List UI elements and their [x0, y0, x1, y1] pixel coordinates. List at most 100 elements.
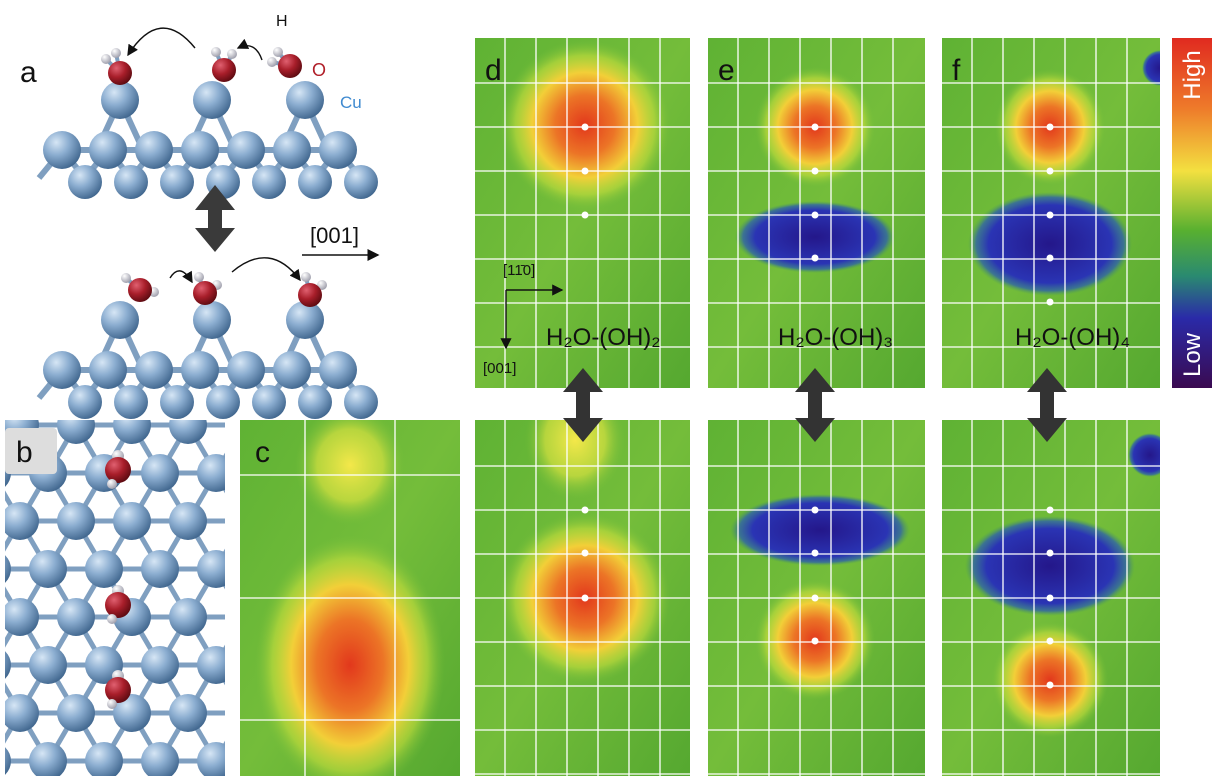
label-box	[5, 428, 57, 474]
formula: H₂O-(OH)₄	[1015, 324, 1130, 351]
atom	[108, 61, 132, 85]
heatmap	[240, 420, 460, 776]
atom	[105, 457, 131, 483]
intensity-blob	[1142, 50, 1160, 86]
heatmap	[475, 420, 690, 776]
atom	[113, 502, 151, 540]
formula: H₂O-(OH)₂	[546, 324, 661, 351]
atom	[141, 454, 179, 492]
atom-label: O	[312, 60, 326, 80]
swap-arrow	[195, 185, 235, 252]
atom	[197, 646, 225, 684]
atom	[105, 592, 131, 618]
atom	[160, 385, 194, 419]
site-dot	[811, 594, 819, 602]
atom	[29, 646, 67, 684]
atom	[319, 351, 357, 389]
lattice-clip	[5, 420, 225, 776]
panel-label: c	[255, 436, 270, 469]
atom	[344, 385, 378, 419]
site-dot	[581, 549, 589, 557]
atom	[5, 747, 11, 775]
atom	[169, 502, 207, 540]
atom	[273, 351, 311, 389]
site-dot	[1046, 681, 1054, 689]
atom	[89, 131, 127, 169]
atom	[68, 385, 102, 419]
atom	[193, 81, 231, 119]
atom	[5, 502, 39, 540]
site-dot	[811, 211, 819, 219]
atom	[227, 351, 265, 389]
atom	[5, 598, 39, 636]
atom	[193, 281, 217, 305]
atom	[206, 385, 240, 419]
swap-arrow	[563, 368, 603, 442]
site-dot	[811, 549, 819, 557]
colorbar-low: Low	[1179, 332, 1206, 377]
panel-label: a	[20, 56, 37, 89]
atom	[278, 54, 302, 78]
atom	[273, 131, 311, 169]
slab	[36, 272, 378, 419]
atom	[111, 48, 121, 58]
atom	[5, 555, 11, 583]
site-dot	[581, 594, 589, 602]
atom-label: H	[276, 13, 288, 30]
drawing: b d e f c H₂O-(OH)₂ H₂O-(OH)₃ H₂O-(OH)₄	[5, 27, 1160, 776]
atom	[141, 646, 179, 684]
intensity-blob	[992, 622, 1108, 738]
intensity-blob	[525, 420, 625, 500]
swap-arrow	[795, 368, 835, 442]
site-dot	[1046, 594, 1054, 602]
atom	[5, 651, 11, 679]
atom	[169, 420, 207, 444]
site-dot	[1046, 123, 1054, 131]
panel-label: d	[485, 54, 502, 87]
atom	[286, 81, 324, 119]
atom	[101, 54, 111, 64]
heatmap	[708, 38, 925, 388]
atom	[107, 614, 117, 624]
atom	[160, 165, 194, 199]
site-dot	[1046, 506, 1054, 514]
atom	[114, 385, 148, 419]
atom	[57, 694, 95, 732]
site-dot	[1046, 167, 1054, 175]
atom	[344, 165, 378, 199]
atom	[114, 165, 148, 199]
intensity-blob	[1128, 433, 1160, 477]
panel-label: b	[16, 436, 33, 469]
atom	[57, 420, 95, 444]
atom	[211, 47, 221, 57]
atom	[197, 550, 225, 588]
atom	[141, 550, 179, 588]
site-dot	[1046, 549, 1054, 557]
hop-arrow	[236, 38, 263, 61]
atom	[227, 49, 237, 59]
heatmap	[942, 420, 1160, 776]
atom	[319, 131, 357, 169]
heatmap	[942, 38, 1160, 388]
atom	[101, 301, 139, 339]
atom	[301, 272, 311, 282]
lattice: b	[5, 420, 225, 776]
site-dot	[1046, 211, 1054, 219]
intensity-blob	[295, 420, 405, 525]
atom	[89, 351, 127, 389]
atom	[194, 272, 204, 282]
panel-label: e	[718, 54, 735, 87]
atom	[121, 273, 131, 283]
swap-arrow	[1027, 368, 1067, 442]
axis-label: [11̄0]	[503, 262, 535, 279]
atom	[105, 677, 131, 703]
slab	[36, 47, 378, 199]
site-dot	[581, 123, 589, 131]
atom	[135, 351, 173, 389]
intensity-blob	[255, 535, 445, 776]
atom	[252, 165, 286, 199]
site-dot	[581, 506, 589, 514]
atom	[113, 420, 151, 444]
atom	[101, 81, 139, 119]
